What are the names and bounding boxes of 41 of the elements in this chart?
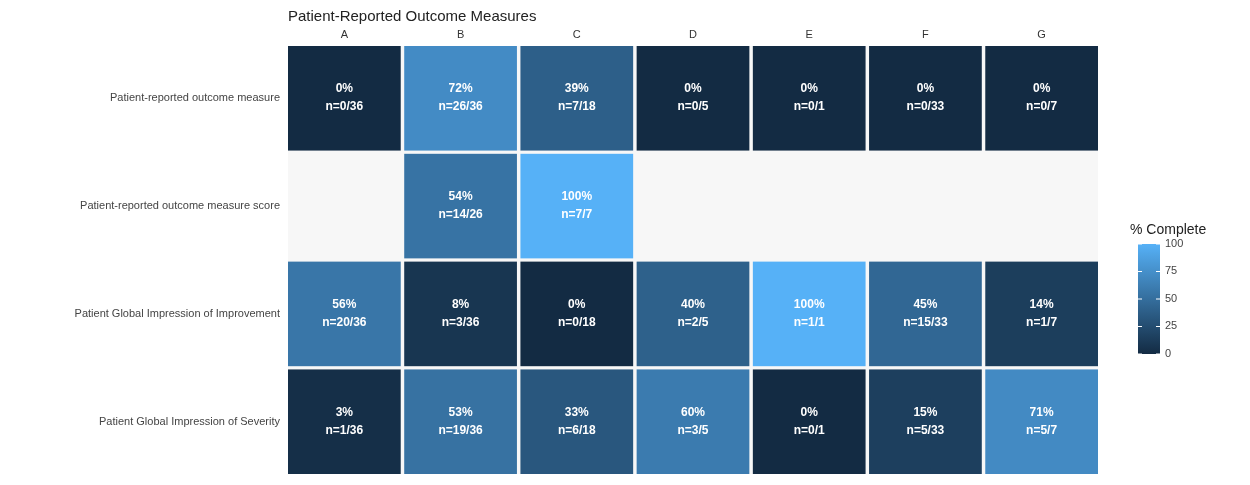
color-bar-label: 0 — [1165, 346, 1172, 359]
data-label: 40% n=2/5 — [677, 297, 709, 330]
color-bar-label: 25 — [1165, 319, 1178, 332]
data-label: 0% n=0/1 — [793, 404, 826, 437]
data-label: 3% n=1/36 — [325, 404, 364, 437]
data-label: 33% n=6/18 — [557, 404, 596, 437]
data-label: 15% n=5/33 — [906, 404, 945, 437]
x-tick-label: D — [689, 28, 698, 40]
data-label: 100% n=7/7 — [561, 189, 593, 222]
data-label: 100% n=1/1 — [793, 297, 826, 330]
color-bar-label: 50 — [1165, 291, 1178, 304]
color-bar-label: 75 — [1165, 264, 1178, 277]
data-label: 53% n=19/36 — [438, 404, 484, 437]
data-label: 8% n=3/36 — [441, 297, 480, 330]
data-label: 60% n=3/5 — [677, 404, 709, 437]
data-label: 71% n=5/7 — [1026, 404, 1058, 437]
data-label: 0% n=0/33 — [906, 81, 945, 114]
data-label: 54% n=14/26 — [438, 189, 484, 222]
y-tick-label: Patient-reported outcome measure score — [80, 199, 280, 211]
data-label: 14% n=1/7 — [1026, 297, 1058, 330]
data-label: 0% n=0/5 — [677, 81, 709, 114]
x-tick-label: E — [805, 28, 813, 40]
y-tick-label: Patient-reported outcome measure — [110, 91, 280, 104]
data-label: 0% n=0/18 — [557, 297, 596, 330]
data-label: 0% n=0/7 — [1026, 81, 1058, 114]
x-tick-label: B — [456, 28, 465, 40]
chart-title: Patient-Reported Outcome Measures — [288, 7, 537, 24]
color-bar-label: 100 — [1165, 236, 1184, 249]
x-tick-label: A — [340, 28, 349, 40]
legend-title: % Complete — [1130, 221, 1207, 237]
data-label: 72% n=26/36 — [438, 81, 484, 114]
data-label: 39% n=7/18 — [557, 81, 596, 114]
data-label: 0% n=0/36 — [325, 81, 364, 114]
y-tick-label: Patient Global Impression of Severity — [99, 414, 281, 427]
x-tick-label: F — [922, 28, 930, 40]
data-label: 56% n=20/36 — [322, 297, 367, 330]
x-tick-label: C — [572, 28, 581, 40]
x-tick-label: G — [1037, 28, 1046, 40]
data-label: 0% n=0/1 — [793, 81, 826, 114]
data-label: 45% n=15/33 — [903, 297, 948, 330]
y-tick-label: Patient Global Impression of Improvement — [74, 306, 280, 319]
